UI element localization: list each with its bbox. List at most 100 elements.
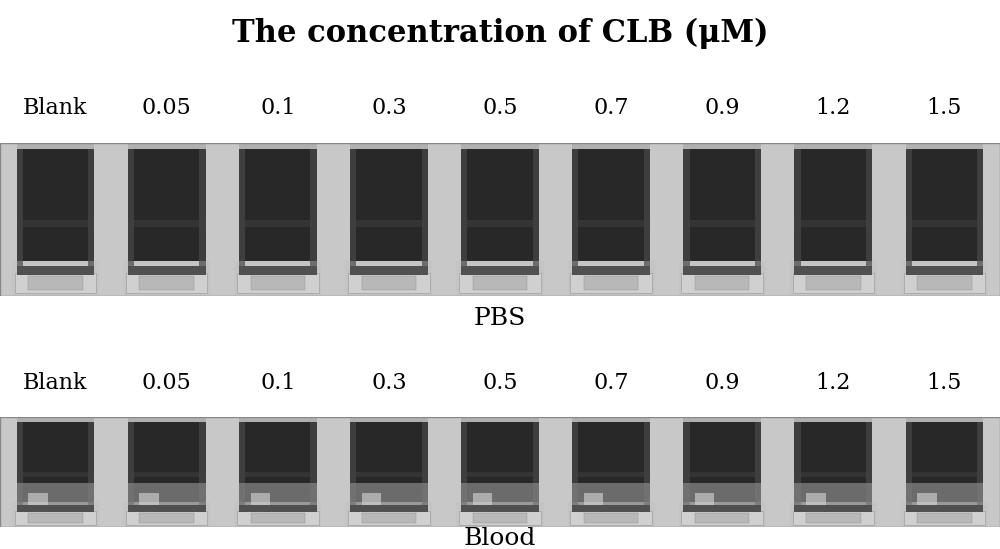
- Text: 1.5: 1.5: [927, 97, 962, 119]
- Bar: [111, 143, 128, 296]
- Bar: [683, 505, 761, 512]
- Bar: [456, 261, 544, 296]
- Bar: [681, 273, 763, 293]
- Bar: [679, 261, 766, 296]
- Text: The concentration of CLB (μM): The concentration of CLB (μM): [232, 18, 768, 48]
- Bar: [906, 472, 983, 477]
- Bar: [123, 261, 210, 296]
- Bar: [683, 483, 761, 507]
- Bar: [350, 149, 356, 269]
- Bar: [239, 505, 317, 512]
- Bar: [461, 483, 539, 507]
- Bar: [570, 273, 652, 293]
- Bar: [237, 273, 319, 293]
- Bar: [128, 149, 134, 269]
- Text: 0.9: 0.9: [704, 372, 740, 394]
- Bar: [422, 422, 428, 507]
- Bar: [461, 266, 539, 275]
- Bar: [667, 143, 683, 296]
- Bar: [778, 417, 794, 527]
- Bar: [28, 513, 83, 523]
- Bar: [206, 143, 222, 296]
- Bar: [17, 266, 94, 275]
- Bar: [206, 417, 222, 527]
- Bar: [28, 493, 48, 505]
- Bar: [0, 143, 17, 296]
- Bar: [755, 149, 761, 269]
- Text: 1.2: 1.2: [816, 97, 851, 119]
- Bar: [128, 149, 206, 269]
- Bar: [695, 513, 749, 523]
- Bar: [889, 417, 906, 527]
- Bar: [350, 149, 428, 269]
- Bar: [139, 493, 159, 505]
- Bar: [239, 483, 317, 507]
- Bar: [123, 502, 210, 527]
- Text: 0.7: 0.7: [593, 372, 629, 394]
- Bar: [794, 483, 872, 507]
- Bar: [683, 149, 690, 269]
- Bar: [755, 422, 761, 507]
- Bar: [572, 220, 650, 227]
- Bar: [461, 422, 539, 507]
- Bar: [128, 472, 206, 477]
- Bar: [794, 422, 801, 507]
- Bar: [904, 511, 985, 525]
- Bar: [88, 149, 94, 269]
- Bar: [459, 273, 541, 293]
- Bar: [473, 513, 527, 523]
- Bar: [239, 422, 317, 507]
- Bar: [317, 143, 333, 296]
- Bar: [906, 149, 983, 269]
- Bar: [906, 505, 983, 512]
- Bar: [17, 483, 94, 507]
- Bar: [584, 513, 638, 523]
- Bar: [139, 277, 194, 290]
- Bar: [461, 220, 539, 227]
- Bar: [473, 277, 527, 290]
- Bar: [761, 143, 778, 296]
- Bar: [126, 511, 207, 525]
- Bar: [667, 417, 683, 527]
- Bar: [239, 220, 317, 227]
- Bar: [362, 277, 416, 290]
- Bar: [792, 273, 874, 293]
- Bar: [650, 143, 667, 296]
- Bar: [794, 422, 872, 507]
- Bar: [917, 493, 937, 505]
- Bar: [310, 422, 317, 507]
- Bar: [556, 143, 572, 296]
- Bar: [251, 277, 305, 290]
- Bar: [237, 511, 319, 525]
- Bar: [572, 266, 650, 275]
- Bar: [683, 266, 761, 275]
- Bar: [901, 261, 988, 296]
- Bar: [17, 505, 94, 512]
- Bar: [128, 220, 206, 227]
- Bar: [572, 472, 650, 477]
- Bar: [806, 513, 861, 523]
- Text: 0.3: 0.3: [371, 372, 407, 394]
- Bar: [459, 511, 541, 525]
- Bar: [345, 502, 432, 527]
- Text: 0.1: 0.1: [260, 372, 296, 394]
- Bar: [866, 422, 872, 507]
- Bar: [348, 511, 430, 525]
- Bar: [317, 417, 333, 527]
- Bar: [683, 422, 761, 507]
- Bar: [556, 417, 572, 527]
- Bar: [0, 417, 17, 527]
- Bar: [199, 422, 206, 507]
- Bar: [350, 266, 428, 275]
- Text: 0.7: 0.7: [593, 97, 629, 119]
- Bar: [222, 417, 239, 527]
- Bar: [572, 149, 578, 269]
- Text: Blood: Blood: [464, 526, 536, 549]
- Bar: [94, 143, 111, 296]
- Bar: [977, 149, 983, 269]
- Text: 0.1: 0.1: [260, 97, 296, 119]
- Bar: [901, 502, 988, 527]
- Bar: [568, 502, 655, 527]
- Bar: [234, 502, 321, 527]
- Bar: [570, 511, 652, 525]
